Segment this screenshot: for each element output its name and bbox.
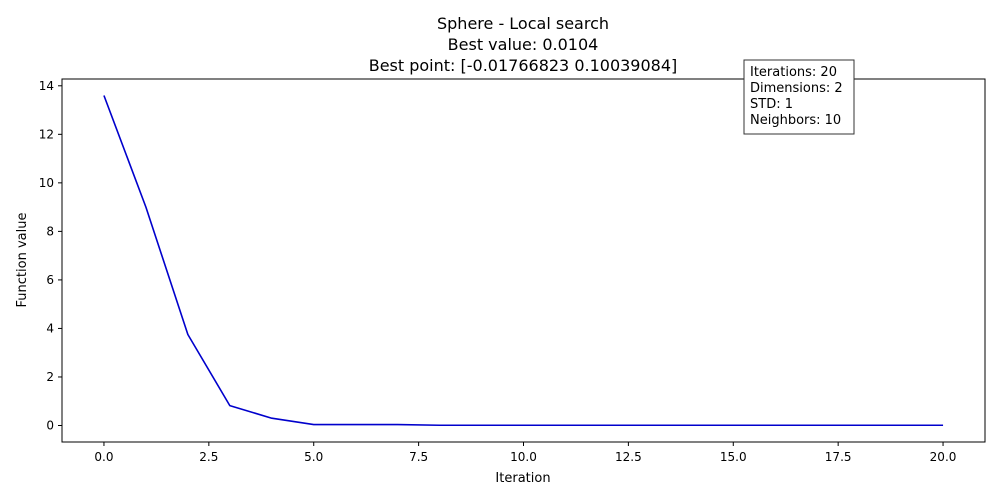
y-tick-label: 14 [39, 79, 54, 93]
y-tick-label: 10 [39, 176, 54, 190]
x-tick-label: 7.5 [409, 450, 428, 464]
y-tick-label: 4 [46, 321, 54, 335]
series-line-0 [103, 95, 944, 427]
x-tick-label: 0.0 [94, 450, 113, 464]
series-layer [103, 95, 944, 427]
x-tick-label: 12.5 [615, 450, 642, 464]
y-axis: 0 2 4 6 8 10 12 14 [39, 79, 62, 433]
x-tick-label: 15.0 [720, 450, 747, 464]
title-line-1: Sphere - Local search [437, 14, 609, 33]
x-tick-label: 17.5 [825, 450, 852, 464]
annotation-neighbors: Neighbors: 10 [750, 113, 841, 128]
annotation-iterations: Iterations: 20 [750, 65, 837, 80]
title-line-3: Best point: [-0.01766823 0.10039084] [369, 56, 678, 75]
chart-title: Sphere - Local search Best value: 0.0104… [369, 14, 678, 75]
y-tick-label: 6 [46, 273, 54, 287]
x-tick-label: 20.0 [930, 450, 957, 464]
stats-annotation-box: Iterations: 20 Dimensions: 2 STD: 1 Neig… [743, 59, 855, 135]
y-tick-label: 8 [46, 224, 54, 238]
plot-frame [61, 78, 986, 443]
x-tick-label: 10.0 [510, 450, 537, 464]
y-tick-label: 2 [46, 370, 54, 384]
x-tick-label: 5.0 [304, 450, 323, 464]
x-axis-label: Iteration [495, 471, 550, 486]
x-axis: 0.0 2.5 5.0 7.5 10.0 12.5 15.0 17.5 20.0 [94, 442, 956, 464]
annotation-std: STD: 1 [750, 97, 793, 112]
title-line-2: Best value: 0.0104 [448, 35, 599, 54]
annotation-dimensions: Dimensions: 2 [750, 81, 843, 96]
y-tick-label: 0 [46, 419, 54, 433]
stats-annotation-border [743, 59, 855, 135]
y-tick-label: 12 [39, 127, 54, 141]
x-tick-label: 2.5 [199, 450, 218, 464]
y-axis-label: Function value [15, 213, 30, 308]
